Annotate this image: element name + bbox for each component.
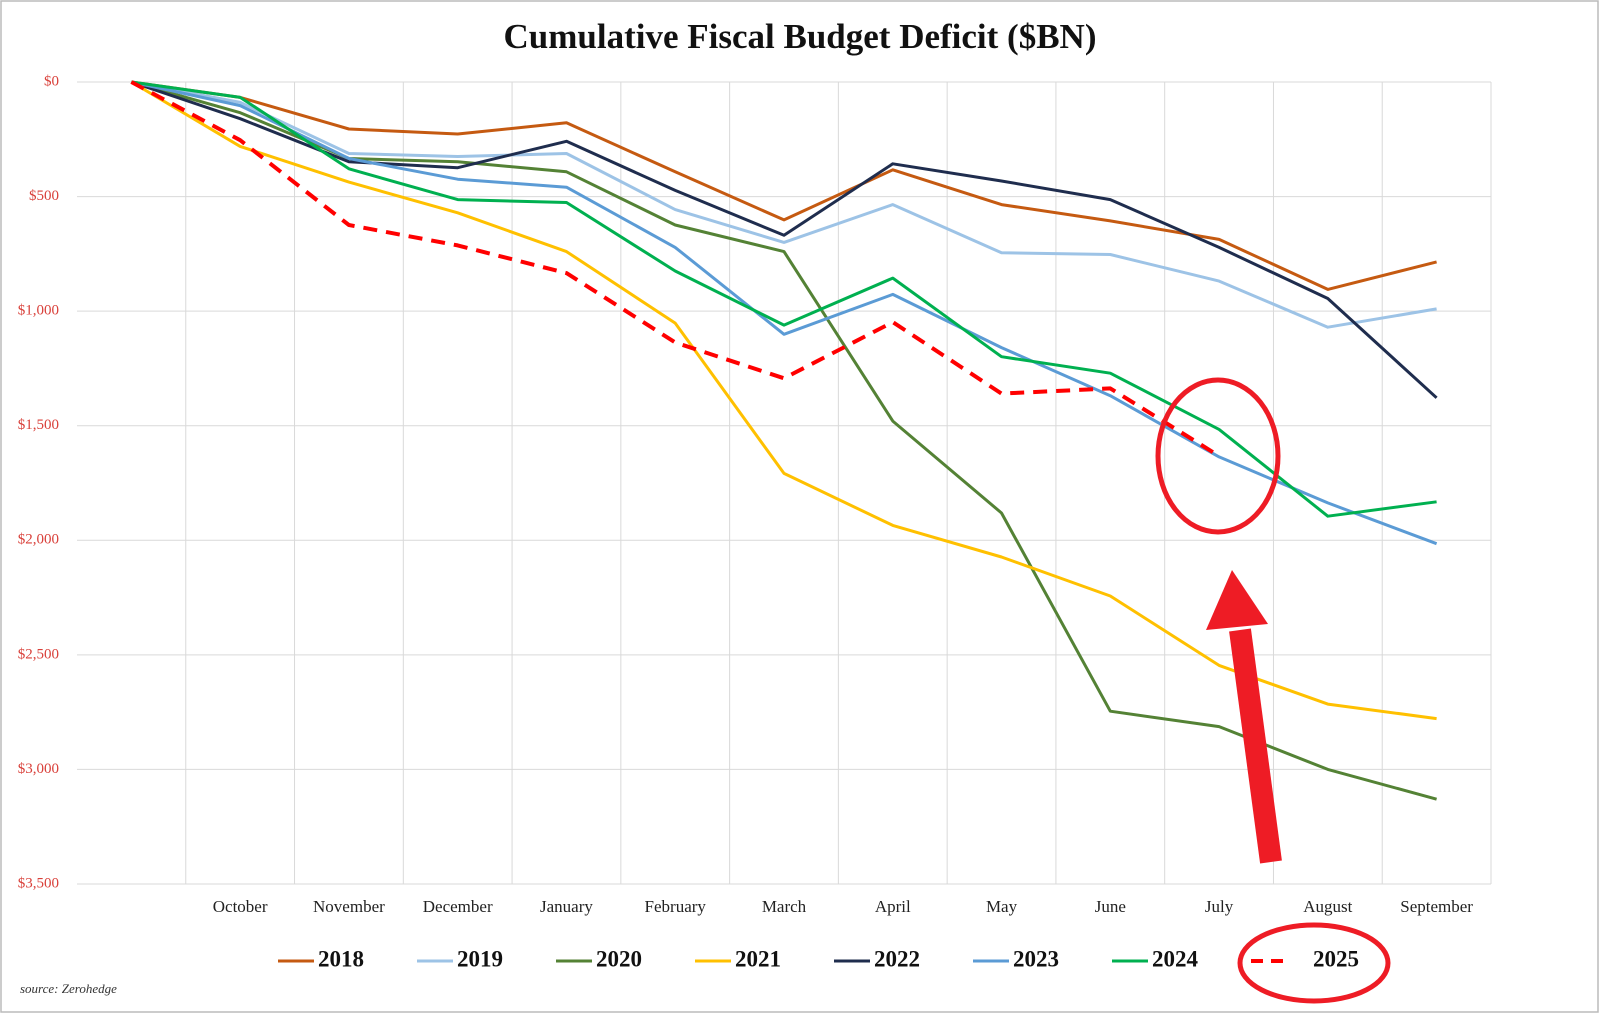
source-note: source: Zerohedge bbox=[20, 981, 117, 996]
y-tick-label: $500 bbox=[29, 188, 59, 204]
y-tick-label: $1,500 bbox=[18, 417, 59, 433]
x-tick-label: February bbox=[645, 897, 707, 916]
x-tick-label: November bbox=[313, 897, 385, 916]
legend-label: 2024 bbox=[1152, 946, 1199, 971]
legend-label: 2019 bbox=[457, 946, 503, 971]
x-tick-label: January bbox=[540, 897, 593, 916]
x-tick-label: September bbox=[1400, 897, 1473, 916]
series-line bbox=[131, 80, 1437, 329]
y-tick-label: $2,500 bbox=[18, 646, 59, 662]
legend-label: 2023 bbox=[1013, 946, 1059, 971]
series-line bbox=[130, 80, 1221, 458]
x-tick-label: March bbox=[762, 897, 807, 916]
x-tick-label: October bbox=[213, 897, 268, 916]
legend-label: 2020 bbox=[596, 946, 642, 971]
y-tick-label: $2,000 bbox=[18, 532, 59, 548]
y-tick-label: $0 bbox=[44, 73, 59, 89]
x-tick-label: December bbox=[423, 897, 493, 916]
legend-label: 2018 bbox=[318, 946, 364, 971]
annotations bbox=[1155, 377, 1391, 1004]
arrow-head bbox=[1206, 570, 1268, 630]
x-tick-label: August bbox=[1303, 897, 1352, 916]
legend-label: 2021 bbox=[735, 946, 781, 971]
x-tick-label: April bbox=[875, 897, 911, 916]
x-tick-label: May bbox=[986, 897, 1018, 916]
plot-area: $0 $500 $1,000 $1,500 $2,000 $2,500 $3,000 $3,5… bbox=[18, 73, 1492, 916]
y-tick-label: $3,500 bbox=[18, 875, 59, 891]
arrow-shaft bbox=[1229, 628, 1282, 864]
legend-highlight-ellipse bbox=[1237, 922, 1391, 1004]
legend-label: 2022 bbox=[874, 946, 920, 971]
series-line bbox=[130, 80, 1437, 721]
y-tick-label: $1,000 bbox=[18, 303, 59, 319]
y-tick-label: $3,000 bbox=[18, 761, 59, 777]
chart-title: Cumulative Fiscal Budget Deficit ($BN) bbox=[504, 17, 1097, 56]
series-line bbox=[131, 80, 1438, 546]
series-line bbox=[130, 80, 1438, 399]
series-line bbox=[131, 80, 1437, 291]
x-tick-label: July bbox=[1205, 897, 1234, 916]
series-line bbox=[131, 80, 1437, 518]
legend-label: 2025 bbox=[1313, 946, 1359, 971]
highlight-ellipse bbox=[1155, 377, 1281, 535]
x-tick-label: June bbox=[1095, 897, 1126, 916]
